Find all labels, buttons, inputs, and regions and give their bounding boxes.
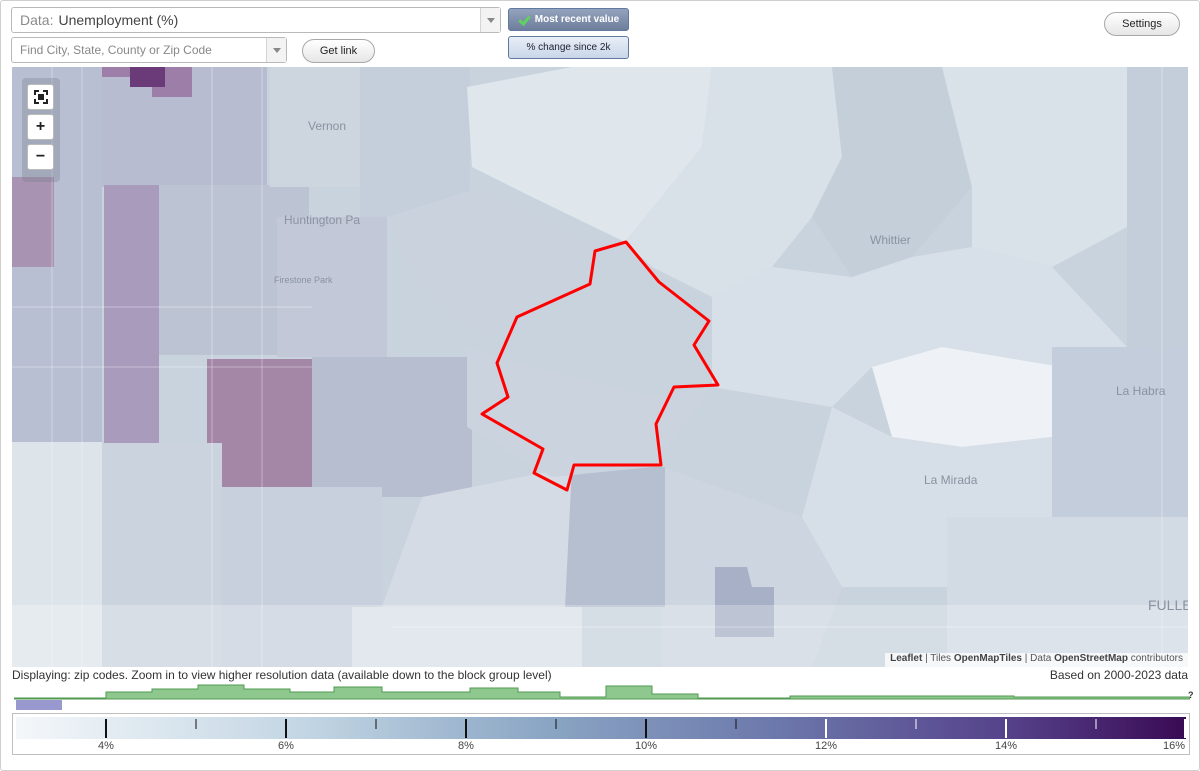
openstreetmap-link[interactable]: OpenStreetMap xyxy=(1054,653,1128,664)
map-canvas[interactable] xyxy=(12,67,1188,667)
map-region xyxy=(942,67,1127,267)
data-range-note: Based on 2000-2023 data xyxy=(1049,668,1188,682)
map-region xyxy=(467,347,712,477)
place-label: Whittier xyxy=(870,233,911,247)
histogram-current-bar xyxy=(16,700,62,710)
legend-tick-label: 12% xyxy=(814,740,838,752)
map-region xyxy=(12,442,102,667)
most-recent-value-button[interactable]: Most recent value xyxy=(508,8,629,31)
map-region xyxy=(1127,67,1188,347)
map-region xyxy=(312,357,472,497)
map-region xyxy=(270,67,360,187)
percent-change-button[interactable]: % change since 2k xyxy=(508,36,629,59)
place-label: La Habra xyxy=(1116,384,1166,398)
map-region xyxy=(812,67,972,277)
legend-gradient xyxy=(16,717,1186,739)
fullscreen-button[interactable] xyxy=(27,84,54,110)
place-label: La Mirada xyxy=(924,473,978,487)
map-region xyxy=(1052,347,1188,517)
color-legend: 4% 6% 8% 10% 12% 14% 16% xyxy=(12,713,1190,755)
openmaptiles-link[interactable]: OpenMapTiles xyxy=(953,653,1022,664)
get-link-button[interactable]: Get link xyxy=(302,39,375,63)
map-region xyxy=(277,217,387,357)
legend-tick-label: 16% xyxy=(1162,740,1186,752)
legend-tick-label: 8% xyxy=(458,740,474,752)
map-region xyxy=(102,67,192,97)
location-search[interactable] xyxy=(11,37,287,63)
data-select-prefix: Data: xyxy=(20,12,54,28)
zoom-in-icon: + xyxy=(35,118,46,135)
histogram-bars xyxy=(14,684,1190,700)
map-region xyxy=(712,247,1127,407)
histogram-help-icon[interactable]: ? xyxy=(1188,690,1194,700)
map-region xyxy=(352,607,582,667)
leaflet-link[interactable]: Leaflet xyxy=(890,653,923,664)
map-region xyxy=(715,567,774,637)
attribution-text: | Data xyxy=(1024,653,1052,664)
map-region xyxy=(12,177,54,267)
map-region xyxy=(130,67,165,87)
map-region xyxy=(360,67,470,217)
map-region xyxy=(565,467,665,607)
map-region xyxy=(625,67,842,297)
place-label: Huntington Pa xyxy=(284,213,361,227)
fullscreen-icon xyxy=(33,90,48,104)
legend-tick-label: 14% xyxy=(994,740,1018,752)
map-region xyxy=(872,347,1062,447)
map-region xyxy=(387,187,625,337)
search-input[interactable] xyxy=(12,38,267,62)
attribution-text: contributors xyxy=(1130,653,1183,664)
map-region xyxy=(467,67,712,242)
settings-button[interactable]: Settings xyxy=(1104,12,1180,36)
map-region xyxy=(102,443,222,667)
legend-ticks xyxy=(105,719,1186,738)
map-region xyxy=(947,517,1188,667)
legend-tick-label: 10% xyxy=(634,740,658,752)
attribution-text: | Tiles xyxy=(925,653,952,664)
place-label: Vernon xyxy=(308,119,347,133)
place-label: FULLE xyxy=(1148,597,1188,613)
check-icon xyxy=(518,14,530,26)
choropleth-map[interactable]: Vernon Huntington Pa Firestone Park Whit… xyxy=(12,67,1188,667)
selected-zip-outline[interactable] xyxy=(480,240,720,492)
most-recent-value-label: Most recent value xyxy=(534,14,620,25)
zoom-in-button[interactable]: + xyxy=(27,114,54,140)
map-attribution: Leaflet | Tiles OpenMapTiles | Data Open… xyxy=(885,653,1188,667)
display-level-note: Displaying: zip codes. Zoom in to view h… xyxy=(12,668,552,682)
data-select[interactable]: Data: Unemployment (%) xyxy=(11,7,501,33)
data-select-value: Unemployment (%) xyxy=(58,12,179,28)
zoom-controls: + − xyxy=(22,78,60,182)
value-histogram xyxy=(14,684,1190,710)
map-region xyxy=(382,467,572,607)
zoom-out-icon: − xyxy=(35,148,46,165)
legend-tick-label: 6% xyxy=(278,740,294,752)
map-region xyxy=(207,359,315,489)
map-region xyxy=(104,185,159,443)
legend-tick-label: 4% xyxy=(98,740,114,752)
search-chevron-down-icon[interactable] xyxy=(266,38,286,62)
map-region xyxy=(662,467,842,667)
zoom-out-button[interactable]: − xyxy=(27,144,54,170)
place-label: Firestone Park xyxy=(274,275,333,285)
chevron-down-icon[interactable] xyxy=(480,8,500,32)
